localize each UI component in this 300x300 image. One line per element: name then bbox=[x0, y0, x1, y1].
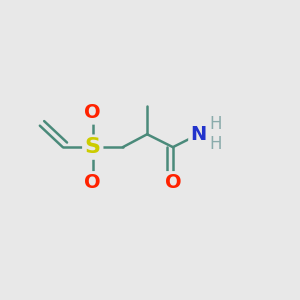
Text: O: O bbox=[85, 173, 101, 192]
Text: O: O bbox=[165, 173, 181, 192]
Text: H: H bbox=[210, 115, 222, 133]
Text: S: S bbox=[85, 137, 101, 157]
Text: O: O bbox=[85, 103, 101, 122]
Text: H: H bbox=[210, 135, 222, 153]
Text: N: N bbox=[190, 125, 207, 144]
